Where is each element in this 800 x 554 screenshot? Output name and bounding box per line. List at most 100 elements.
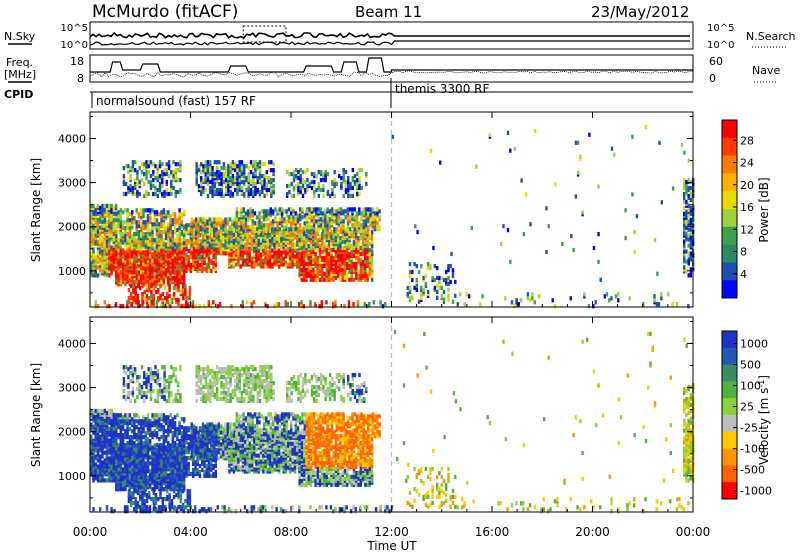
data-cell: [115, 272, 118, 277]
data-cell: [117, 467, 120, 472]
data-cell: [300, 251, 304, 257]
data-cell: [277, 248, 281, 253]
data-cell: [312, 271, 315, 276]
data-cell: [333, 178, 336, 183]
data-cell: [653, 298, 656, 303]
data-cell: [142, 220, 145, 225]
data-cell: [574, 194, 578, 199]
data-cell: [343, 259, 347, 264]
data-cell: [99, 205, 102, 210]
data-cell: [224, 181, 228, 187]
data-cell: [158, 226, 161, 231]
data-cell: [351, 207, 354, 212]
data-cell: [347, 183, 350, 189]
data-cell: [253, 262, 256, 267]
data-cell: [319, 187, 323, 193]
data-cell: [422, 287, 425, 292]
data-cell: [213, 217, 216, 222]
data-cell: [509, 148, 512, 153]
data-cell: [420, 285, 423, 290]
data-cell: [352, 239, 356, 245]
data-cell: [135, 280, 138, 285]
data-cell: [186, 301, 189, 307]
power-y-label: Slant Range [km]: [29, 158, 43, 262]
data-cell: [166, 296, 169, 301]
data-cell: [330, 230, 333, 235]
data-cell: [150, 290, 153, 295]
data-cell: [267, 176, 271, 181]
data-cell: [357, 236, 360, 241]
data-cell: [126, 266, 129, 271]
data-cell: [351, 193, 354, 198]
data-cell: [158, 212, 161, 217]
data-cell: [290, 215, 293, 220]
data-cell: [250, 302, 253, 307]
data-cell: [226, 217, 230, 222]
data-cell: [248, 252, 251, 257]
data-cell: [103, 450, 106, 455]
data-cell: [238, 187, 241, 193]
data-cell: [146, 266, 150, 271]
data-cell: [178, 262, 181, 267]
data-cell: [325, 277, 329, 282]
data-cell: [192, 258, 195, 264]
data-cell: [249, 207, 252, 212]
data-cell: [366, 249, 369, 255]
data-cell: [134, 286, 137, 291]
data-cell: [159, 284, 162, 289]
data-cell: [268, 226, 272, 231]
data-cell: [436, 275, 439, 281]
data-cell: [687, 233, 690, 238]
data-cell: [310, 179, 314, 185]
data-cell: [238, 166, 241, 171]
data-cell: [94, 300, 97, 305]
data-cell: [195, 241, 198, 246]
data-cell: [112, 247, 115, 252]
data-cell: [242, 207, 245, 212]
data-cell: [241, 304, 244, 309]
data-cell: [218, 187, 221, 193]
data-cell: [128, 475, 132, 480]
frequency-trace: [90, 57, 693, 73]
data-cell: [319, 217, 322, 222]
data-cell: [196, 254, 199, 260]
data-cell: [324, 229, 327, 234]
search-noise-trace: [89, 40, 690, 46]
data-cell: [204, 217, 207, 222]
data-cell: [163, 168, 166, 173]
data-cell: [244, 221, 248, 226]
data-cell: [126, 232, 129, 237]
data-cell: [411, 295, 414, 300]
data-cell: [103, 263, 106, 268]
data-cell: [656, 271, 659, 276]
data-cell: [215, 179, 219, 185]
data-cell: [112, 231, 115, 236]
data-cell: [373, 215, 377, 220]
cpid-mode1: normalsound (fast) 157 RF: [96, 94, 256, 108]
data-cell: [334, 261, 338, 266]
data-cell: [267, 209, 270, 214]
data-cell: [263, 178, 266, 183]
data-cell: [683, 219, 686, 224]
data-cell: [161, 191, 164, 197]
data-cell: [165, 162, 168, 167]
data-cell: [339, 271, 342, 276]
data-cell: [117, 230, 120, 235]
data-cell: [192, 219, 196, 224]
data-cell: [201, 235, 205, 240]
data-cell: [660, 296, 663, 301]
data-cell: [368, 302, 371, 307]
data-cell: [359, 267, 362, 272]
data-cell: [328, 209, 332, 214]
data-cell: [353, 179, 357, 185]
data-cell: [429, 148, 433, 153]
data-cell: [117, 210, 120, 215]
data-cell: [101, 263, 104, 268]
data-cell: [108, 438, 111, 443]
data-cell: [92, 203, 95, 208]
data-cell: [136, 176, 139, 181]
data-cell: [321, 211, 325, 216]
data-cell: [197, 237, 200, 242]
data-cell: [337, 219, 341, 224]
data-cell: [359, 251, 362, 257]
